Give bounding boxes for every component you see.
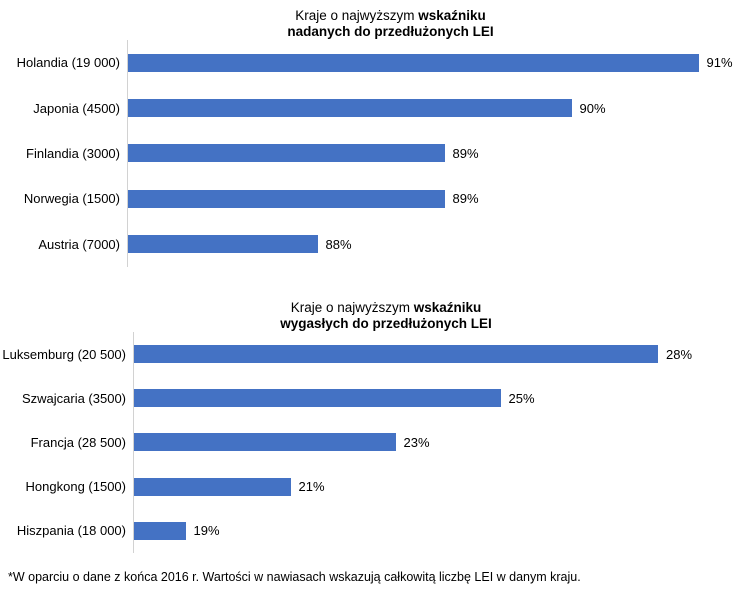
category-label: Szwajcaria (3500) — [21, 390, 126, 406]
bar — [133, 521, 186, 540]
bar — [127, 99, 572, 118]
value-label: 89% — [452, 191, 479, 207]
bar-row: Francja (28 500) 23% — [0, 420, 750, 464]
bar — [133, 345, 658, 364]
chart-title-bold-text: wskaźniku — [418, 8, 486, 23]
report-page: Kraje o najwyższym wskaźniku nadanych do… — [0, 8, 750, 584]
value-label: 90% — [579, 100, 606, 116]
bar — [133, 389, 501, 408]
bar-cell: 23% — [133, 420, 750, 464]
bar-row: Austria (7000) 88% — [0, 222, 750, 267]
value-label: 28% — [666, 346, 693, 362]
category-label: Holandia (19 000) — [16, 55, 120, 71]
value-label: 23% — [403, 434, 430, 450]
category-label: Japonia (4500) — [33, 100, 120, 116]
bar-row: Norwegia (1500) 89% — [0, 176, 750, 221]
chart-issued-vs-renewed: Kraje o najwyższym wskaźniku nadanych do… — [0, 8, 750, 267]
chart-title-line1: Kraje o najwyższym wskaźniku — [127, 8, 654, 24]
value-label: 21% — [298, 479, 325, 495]
value-label: 19% — [193, 523, 220, 539]
chart-title-line1: Kraje o najwyższym wskaźniku — [133, 300, 639, 316]
plot-area: Luksemburg (20 500) 28% Szwajcaria (3500) 2… — [0, 331, 750, 553]
bar-cell: 25% — [133, 376, 750, 420]
chart-title-bold-text: wskaźniku — [413, 299, 482, 315]
bar — [127, 53, 699, 72]
bar-cell: 91% — [127, 40, 750, 85]
bar — [127, 144, 445, 163]
value-label: 89% — [452, 145, 479, 161]
chart-title: Kraje o najwyższym wskaźniku nadanych do… — [127, 8, 654, 40]
bar-cell: 89% — [127, 176, 750, 221]
chart-lapsed-vs-renewed: Kraje o najwyższym wskaźniku wygasłych d… — [0, 300, 750, 553]
bar — [127, 235, 318, 254]
category-label: Hongkong (1500) — [25, 479, 126, 495]
category-axis-line — [133, 331, 134, 553]
bar-cell: 88% — [127, 222, 750, 267]
category-label: Austria (7000) — [38, 236, 120, 252]
bar-row: Holandia (19 000) 91% — [0, 40, 750, 85]
chart-title-regular-text: Kraje o najwyższym — [290, 299, 410, 315]
footnote: *W oparciu o dane z końca 2016 r. Wartoś… — [8, 569, 581, 584]
bar-row: Hongkong (1500) 21% — [0, 465, 750, 509]
bar — [133, 433, 396, 452]
bar — [133, 477, 291, 496]
bar-cell: 19% — [133, 509, 750, 553]
bar-row: Finlandia (3000) 89% — [0, 131, 750, 176]
bar-cell: 28% — [133, 332, 750, 376]
bar-row: Hiszpania (18 000) 19% — [0, 509, 750, 553]
bar-cell: 21% — [133, 465, 750, 509]
category-label: Finlandia (3000) — [26, 145, 120, 161]
category-axis-line — [127, 40, 128, 267]
bar — [127, 189, 445, 208]
chart-title: Kraje o najwyższym wskaźniku wygasłych d… — [133, 300, 639, 332]
value-label: 25% — [508, 390, 535, 406]
category-label: Francja (28 500) — [30, 434, 126, 450]
chart-title-regular-text: Kraje o najwyższym — [295, 8, 415, 23]
chart-title-line2: nadanych do przedłużonych LEI — [287, 24, 494, 39]
value-label: 88% — [325, 236, 352, 252]
category-label: Hiszpania (18 000) — [16, 523, 126, 539]
chart-title-line2: wygasłych do przedłużonych LEI — [280, 315, 492, 331]
value-label: 91% — [706, 55, 733, 71]
category-label: Norwegia (1500) — [23, 191, 120, 207]
category-label: Luksemburg (20 500) — [2, 346, 126, 362]
bar-row: Japonia (4500) 90% — [0, 85, 750, 130]
bar-cell: 90% — [127, 85, 750, 130]
plot-area: Holandia (19 000) 91% Japonia (4500) 90% Fin… — [0, 40, 750, 267]
bar-cell: 89% — [127, 131, 750, 176]
bar-row: Szwajcaria (3500) 25% — [0, 376, 750, 420]
bar-row: Luksemburg (20 500) 28% — [0, 332, 750, 376]
